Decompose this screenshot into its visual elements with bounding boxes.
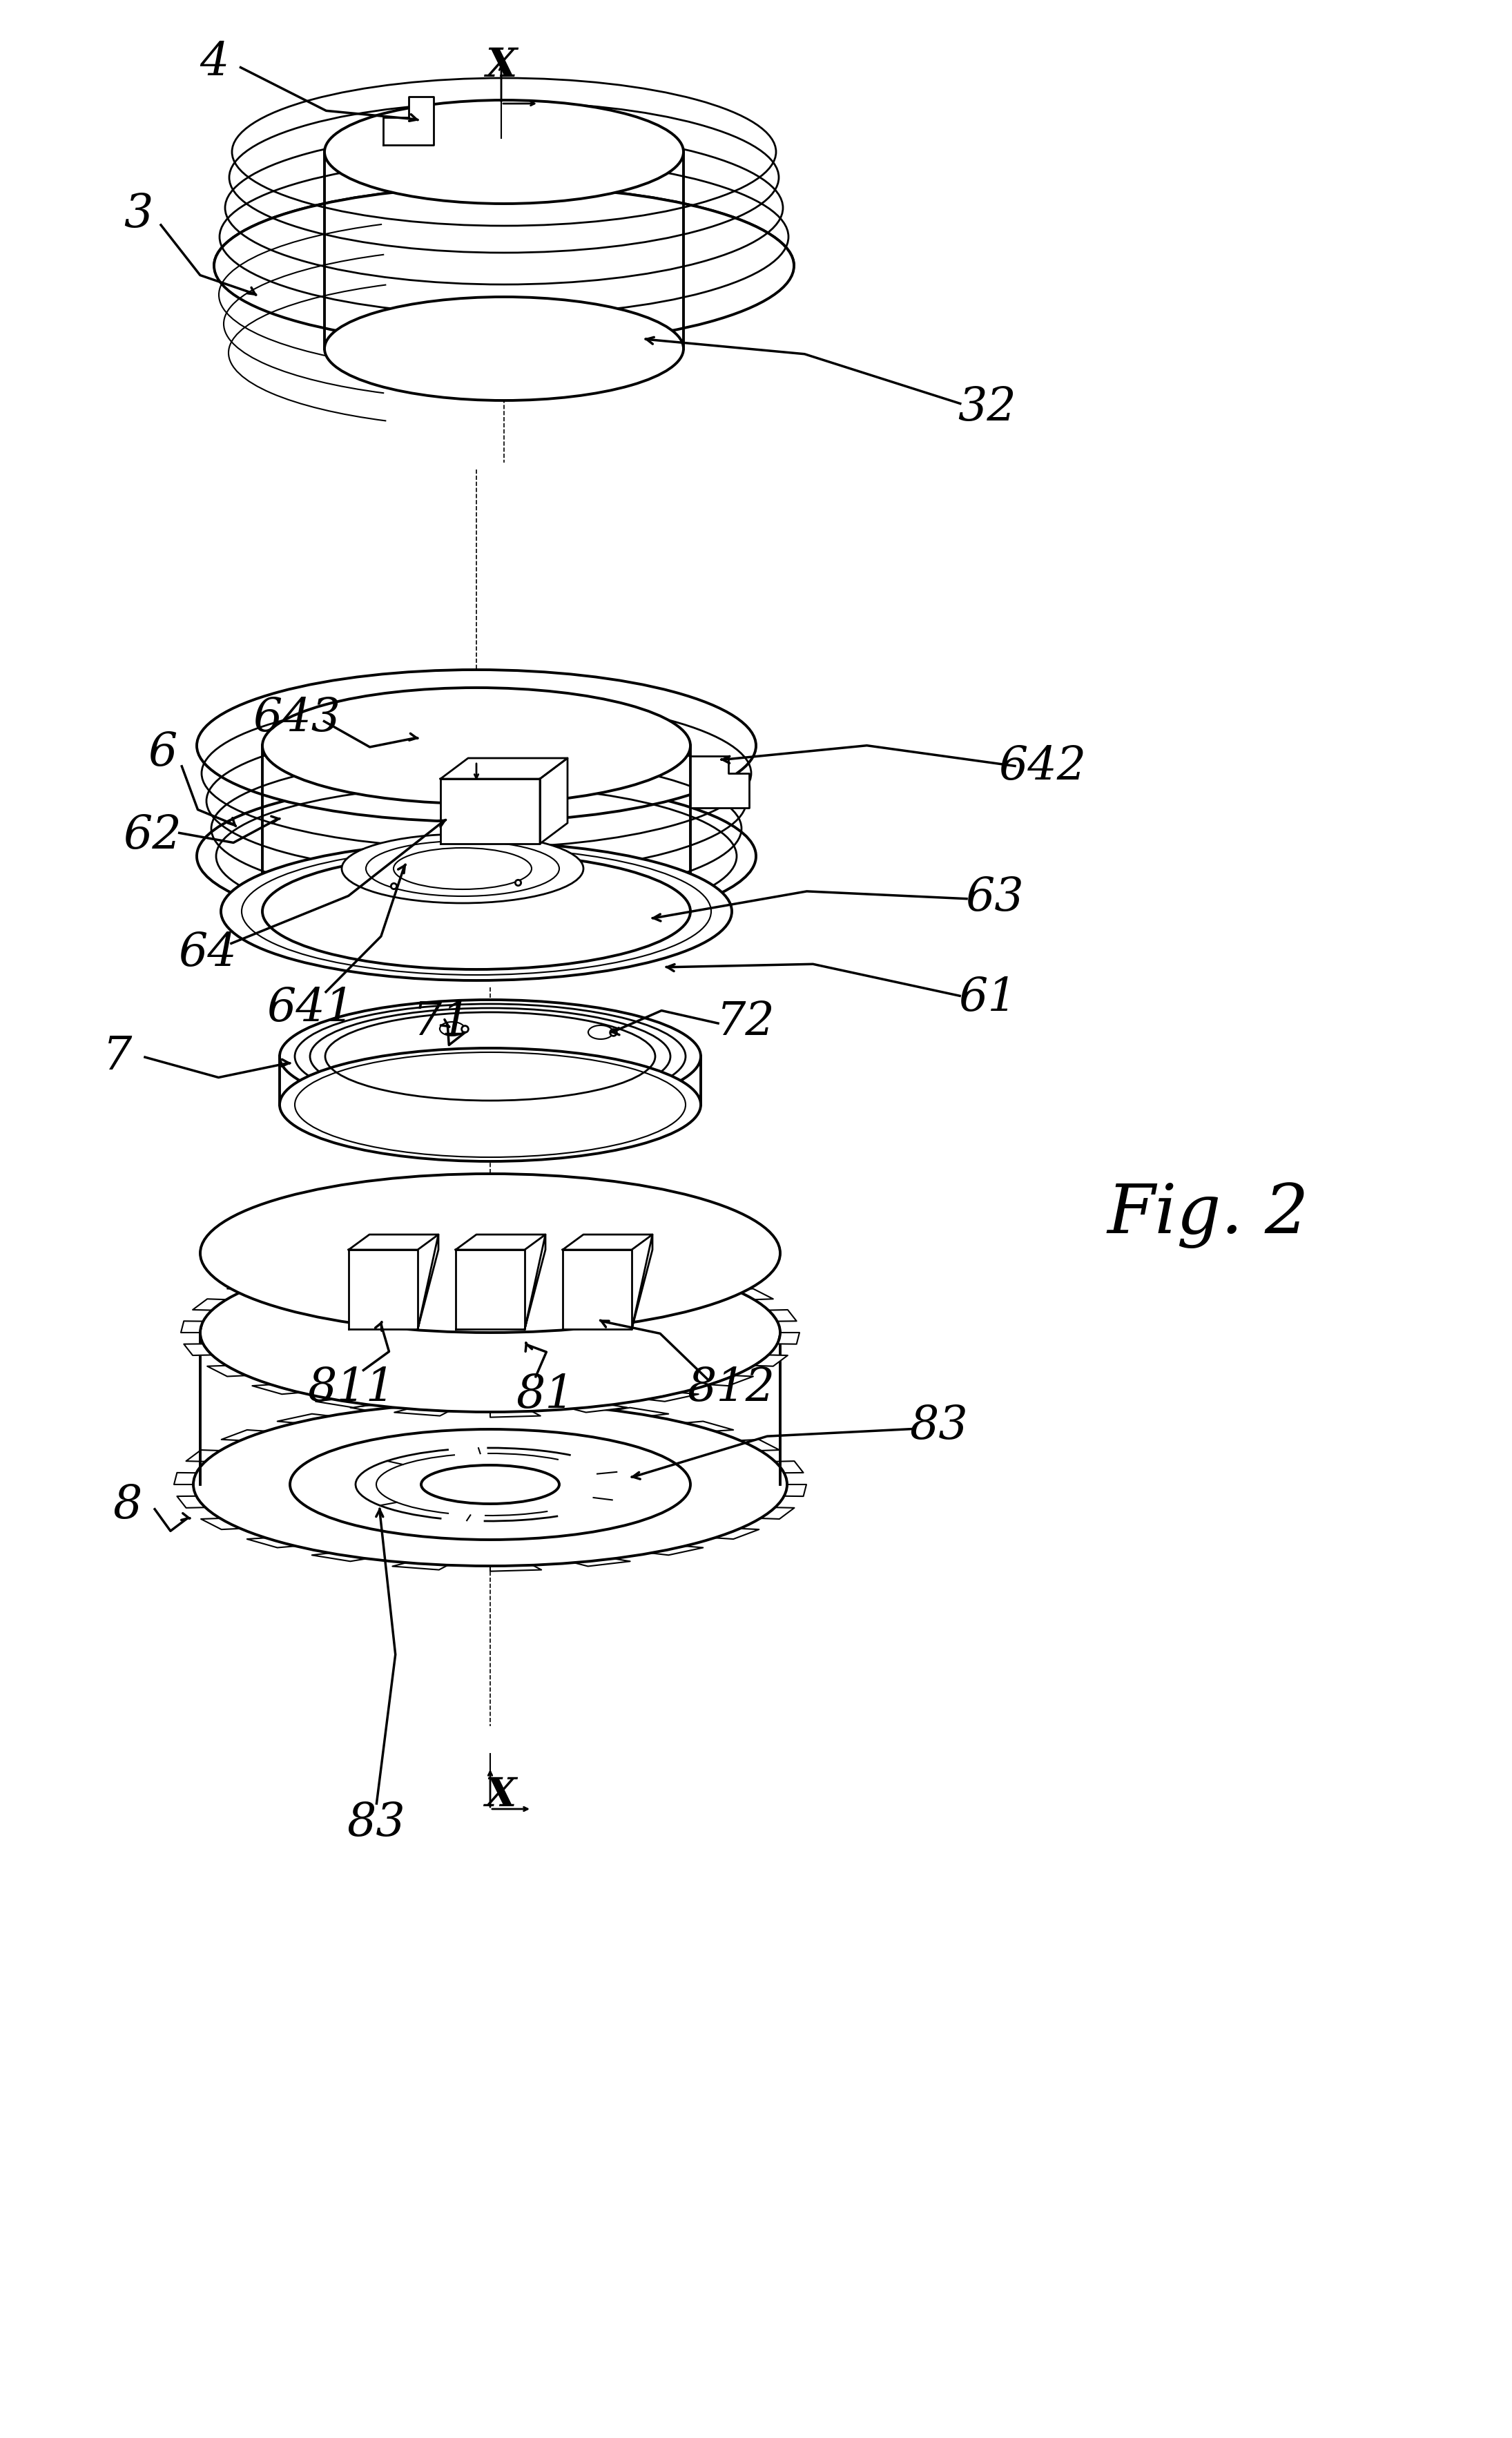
Polygon shape [575,1558,631,1565]
Text: 64: 64 [178,931,236,975]
Polygon shape [227,1280,271,1290]
Polygon shape [647,1392,699,1402]
Polygon shape [611,1258,665,1265]
Polygon shape [192,1299,227,1309]
Polygon shape [785,1485,806,1497]
Polygon shape [490,1412,540,1416]
Text: 62: 62 [122,812,181,858]
Polygon shape [201,1519,240,1529]
Polygon shape [393,1563,448,1570]
Polygon shape [246,1538,296,1548]
Text: 3: 3 [124,193,153,236]
Polygon shape [383,98,434,144]
Polygon shape [562,1251,632,1329]
Polygon shape [709,1375,753,1385]
Ellipse shape [197,670,756,822]
Polygon shape [395,1409,449,1416]
Polygon shape [354,1253,408,1260]
Polygon shape [311,1553,367,1560]
Polygon shape [440,758,567,778]
Text: 32: 32 [959,385,1016,429]
Polygon shape [525,1234,546,1329]
Polygon shape [680,1270,729,1280]
Polygon shape [455,1251,525,1329]
Text: X: X [485,1775,516,1814]
Text: X: X [485,46,517,85]
Ellipse shape [200,1253,780,1412]
Text: 83: 83 [910,1404,968,1448]
Polygon shape [715,1529,759,1538]
Polygon shape [490,1565,541,1570]
Polygon shape [754,1356,788,1365]
Text: 811: 811 [308,1365,396,1409]
Text: 83: 83 [348,1799,405,1846]
Polygon shape [281,1263,334,1273]
Polygon shape [253,1385,301,1395]
Polygon shape [540,758,567,844]
Text: 6: 6 [148,729,177,775]
Polygon shape [777,1334,800,1343]
Polygon shape [440,1248,490,1253]
Ellipse shape [215,185,794,346]
Polygon shape [562,1234,653,1251]
Polygon shape [316,1399,370,1407]
Text: 812: 812 [688,1365,776,1409]
Text: Fig. 2: Fig. 2 [1107,1182,1309,1248]
Polygon shape [768,1309,797,1321]
Polygon shape [438,1397,490,1404]
Ellipse shape [200,1173,780,1334]
Ellipse shape [280,1048,700,1160]
Ellipse shape [280,1000,700,1114]
Text: 71: 71 [413,1000,472,1043]
Polygon shape [181,1321,203,1334]
Text: 7: 7 [103,1034,132,1080]
Polygon shape [417,1234,438,1329]
Ellipse shape [422,1465,559,1504]
Text: 81: 81 [516,1373,575,1416]
Polygon shape [614,1407,668,1416]
Text: 63: 63 [965,875,1024,919]
Polygon shape [650,1546,703,1555]
Text: 61: 61 [959,975,1016,1019]
Polygon shape [349,1251,417,1329]
Ellipse shape [263,688,691,805]
Text: 8: 8 [113,1482,142,1529]
Polygon shape [184,1343,212,1356]
Polygon shape [691,756,748,807]
Ellipse shape [325,100,683,205]
Polygon shape [440,778,540,844]
Polygon shape [739,1438,779,1451]
Ellipse shape [221,844,732,980]
Text: 641: 641 [266,985,355,1031]
Polygon shape [277,1414,330,1424]
Text: 72: 72 [717,1000,774,1043]
Polygon shape [207,1365,246,1377]
Polygon shape [455,1234,546,1251]
Polygon shape [351,1402,407,1409]
Ellipse shape [290,1429,691,1541]
Polygon shape [632,1234,653,1329]
Polygon shape [685,1421,733,1431]
Polygon shape [177,1497,206,1507]
Polygon shape [186,1451,221,1460]
Polygon shape [531,1248,587,1256]
Polygon shape [572,1404,627,1412]
Polygon shape [174,1473,197,1485]
Ellipse shape [263,853,691,970]
Ellipse shape [325,297,683,400]
Polygon shape [776,1460,803,1473]
Text: 4: 4 [200,39,228,85]
Polygon shape [349,1234,438,1251]
Ellipse shape [342,834,584,902]
Text: 643: 643 [253,695,340,741]
Text: 642: 642 [998,744,1087,790]
Ellipse shape [194,1402,788,1565]
Polygon shape [761,1507,794,1519]
Polygon shape [735,1290,773,1299]
Polygon shape [532,1399,588,1407]
Polygon shape [221,1431,266,1441]
